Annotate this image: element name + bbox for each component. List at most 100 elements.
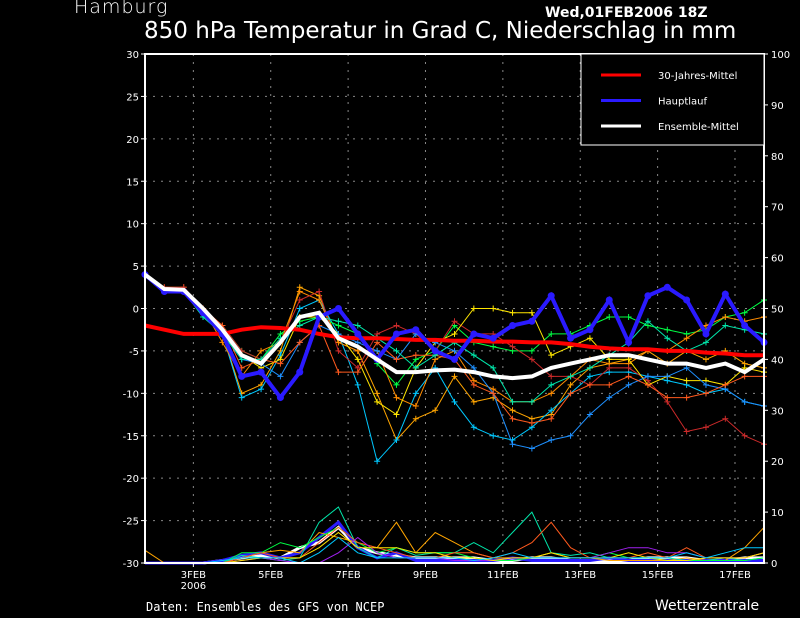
temp-point-marker xyxy=(509,441,516,448)
temp-point-marker xyxy=(258,386,265,393)
axes: 302520151050-5-10-15-20-25-3010090807060… xyxy=(123,50,790,592)
temp-point-marker xyxy=(644,373,651,380)
x-tick-label: 17FEB xyxy=(719,570,751,581)
temp-point-marker xyxy=(238,394,245,401)
y-right-tick-label: 40 xyxy=(771,355,784,366)
temp-point-marker xyxy=(316,288,323,295)
legend-label: Ensemble-Mittel xyxy=(658,122,739,133)
temp-point-marker xyxy=(335,369,342,376)
temp-point-marker xyxy=(548,415,555,422)
precipitation-series xyxy=(144,506,765,565)
main-run-point xyxy=(683,296,691,304)
temp-point-marker xyxy=(393,381,400,388)
temp-point-marker xyxy=(470,364,477,371)
temp-point-marker xyxy=(374,458,381,465)
temp-point-marker xyxy=(548,373,555,380)
temp-point-marker xyxy=(490,390,497,397)
temp-point-marker xyxy=(374,347,381,354)
brand-label: Wetterzentrale xyxy=(655,598,760,614)
temp-point-marker xyxy=(393,436,400,443)
temp-point-marker xyxy=(451,398,458,405)
temp-point-marker xyxy=(509,343,516,350)
temp-point-marker xyxy=(528,309,535,316)
temp-point-marker xyxy=(354,322,361,329)
main-run-point xyxy=(276,394,284,402)
temp-point-marker xyxy=(335,318,342,325)
temp-point-marker xyxy=(664,394,671,401)
main-run-point xyxy=(741,321,749,329)
main-run-point xyxy=(470,330,478,338)
temp-point-marker xyxy=(683,364,690,371)
temp-point-marker xyxy=(354,339,361,346)
temp-point-marker xyxy=(683,428,690,435)
temp-point-marker xyxy=(451,347,458,354)
temp-point-marker xyxy=(625,381,632,388)
temperature-series xyxy=(141,271,768,465)
main-run-point xyxy=(528,317,536,325)
temp-point-marker xyxy=(470,305,477,312)
temp-point-marker xyxy=(490,364,497,371)
temp-point-marker xyxy=(490,432,497,439)
main-run-point xyxy=(296,368,304,376)
temp-point-marker xyxy=(702,390,709,397)
temp-point-marker xyxy=(664,373,671,380)
y-left-tick-label: -25 xyxy=(123,517,139,528)
station-name: Hamburg xyxy=(74,0,169,18)
temp-point-marker xyxy=(509,398,516,405)
temp-point-marker xyxy=(722,322,729,329)
temp-point-marker xyxy=(702,339,709,346)
temp-point-marker xyxy=(451,330,458,337)
temp-point-marker xyxy=(548,330,555,337)
y-right-tick-label: 70 xyxy=(771,203,784,214)
temp-point-marker xyxy=(586,335,593,342)
data-source-note: Daten: Ensembles des GFS von NCEP xyxy=(146,600,385,614)
temp-point-marker xyxy=(548,436,555,443)
main-run-point xyxy=(547,292,555,300)
x-tick-label: 15FEB xyxy=(642,570,674,581)
temp-point-marker xyxy=(567,390,574,397)
temp-point-marker xyxy=(296,305,303,312)
main-run-point xyxy=(509,321,517,329)
temp-point-marker xyxy=(683,335,690,342)
temp-point-marker xyxy=(586,411,593,418)
temp-point-marker xyxy=(586,373,593,380)
temp-point-marker xyxy=(722,313,729,320)
temp-point-marker xyxy=(625,364,632,371)
y-left-tick-label: -20 xyxy=(123,474,139,485)
temp-point-marker xyxy=(393,356,400,363)
y-right-tick-label: 100 xyxy=(771,50,790,61)
y-left-tick-label: 5 xyxy=(133,262,139,273)
temp-point-marker xyxy=(606,364,613,371)
y-left-tick-label: -5 xyxy=(129,347,139,358)
temp-point-marker xyxy=(606,381,613,388)
temp-point-marker xyxy=(316,297,323,304)
temp-point-marker xyxy=(354,381,361,388)
main-run-point xyxy=(567,334,575,342)
x-tick-label: 13FEB xyxy=(564,570,596,581)
x-tick-label: 7FEB xyxy=(335,570,360,581)
y-right-tick-label: 60 xyxy=(771,254,784,265)
y-right-tick-label: 90 xyxy=(771,101,784,112)
y-left-tick-label: 10 xyxy=(126,220,139,231)
temp-point-marker xyxy=(567,432,574,439)
temp-point-marker xyxy=(277,373,284,380)
temp-point-marker xyxy=(374,398,381,405)
temp-line-30-jahres-mittel xyxy=(144,323,764,358)
x-tick-sublabel: 2006 xyxy=(181,581,206,592)
temp-point-marker xyxy=(470,424,477,431)
temp-series-hauptlauf xyxy=(141,271,768,402)
y-right-tick-label: 20 xyxy=(771,457,784,468)
main-run-point xyxy=(702,330,710,338)
temp-series-ensemble-mittel xyxy=(143,272,766,381)
temp-point-marker xyxy=(490,305,497,312)
temp-point-marker xyxy=(296,297,303,304)
temp-point-marker xyxy=(277,360,284,367)
y-left-tick-label: -15 xyxy=(123,432,139,443)
main-run-point xyxy=(392,330,400,338)
precip-line-member-4 xyxy=(145,521,765,564)
temp-point-marker xyxy=(664,326,671,333)
main-run-point xyxy=(431,347,439,355)
temp-point-marker xyxy=(528,398,535,405)
temp-point-marker xyxy=(741,398,748,405)
